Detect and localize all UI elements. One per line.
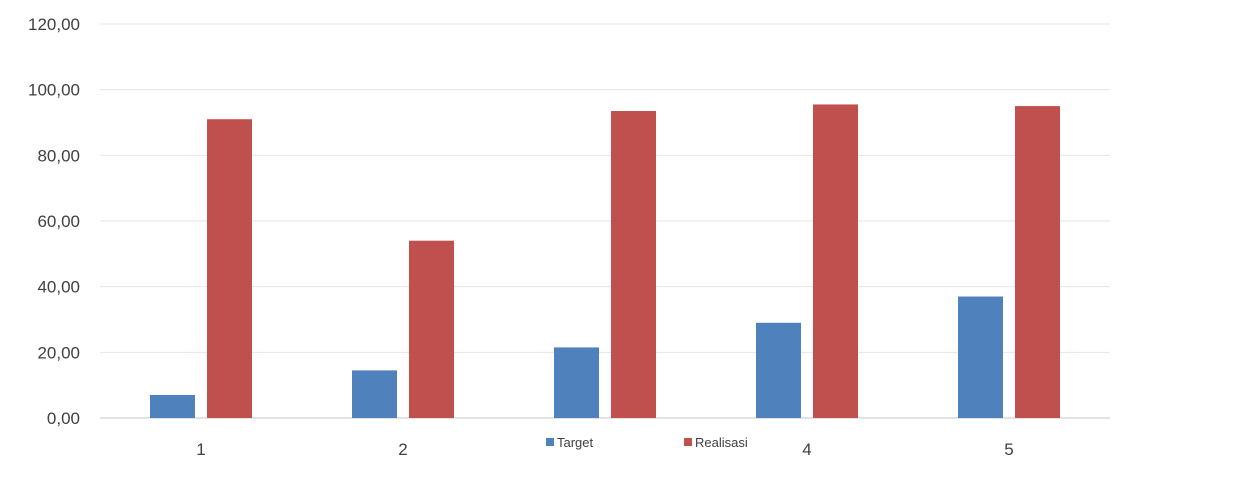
- bar-realisasi-3: [611, 111, 656, 418]
- y-tick-label: 40,00: [37, 278, 80, 297]
- bar-target-5: [958, 296, 1003, 418]
- y-tick-label: 20,00: [37, 343, 80, 362]
- bar-realisasi-2: [409, 240, 454, 418]
- legend-swatch-realisasi: [684, 438, 692, 446]
- bar-target-3: [554, 347, 599, 418]
- y-tick-label: 0,00: [47, 409, 80, 428]
- x-tick-label: 4: [802, 440, 811, 459]
- legend-label-target: Target: [557, 435, 594, 450]
- x-tick-label: 2: [398, 440, 407, 459]
- legend: Target Realisasi: [546, 435, 748, 450]
- x-tick-label: 1: [196, 440, 205, 459]
- y-axis-ticks: 0,00 20,00 40,00 60,00 80,00 100,00 120,00: [28, 15, 80, 428]
- x-tick-label: 5: [1004, 440, 1013, 459]
- y-tick-label: 120,00: [28, 15, 80, 34]
- bar-realisasi-4: [813, 104, 858, 419]
- bar-target-1: [150, 395, 195, 418]
- bar-realisasi-1: [207, 119, 252, 418]
- x-axis-ticks: 1 2 4 5: [196, 440, 1013, 459]
- gridlines: [100, 23, 1110, 353]
- bar-target-2: [352, 370, 397, 418]
- legend-label-realisasi: Realisasi: [695, 435, 748, 450]
- bar-target-4: [756, 322, 801, 418]
- bar-realisasi-5: [1015, 106, 1060, 418]
- bars: [100, 104, 1110, 419]
- legend-swatch-target: [546, 438, 554, 446]
- y-tick-label: 100,00: [28, 81, 80, 100]
- y-tick-label: 60,00: [37, 212, 80, 231]
- y-tick-label: 80,00: [37, 146, 80, 165]
